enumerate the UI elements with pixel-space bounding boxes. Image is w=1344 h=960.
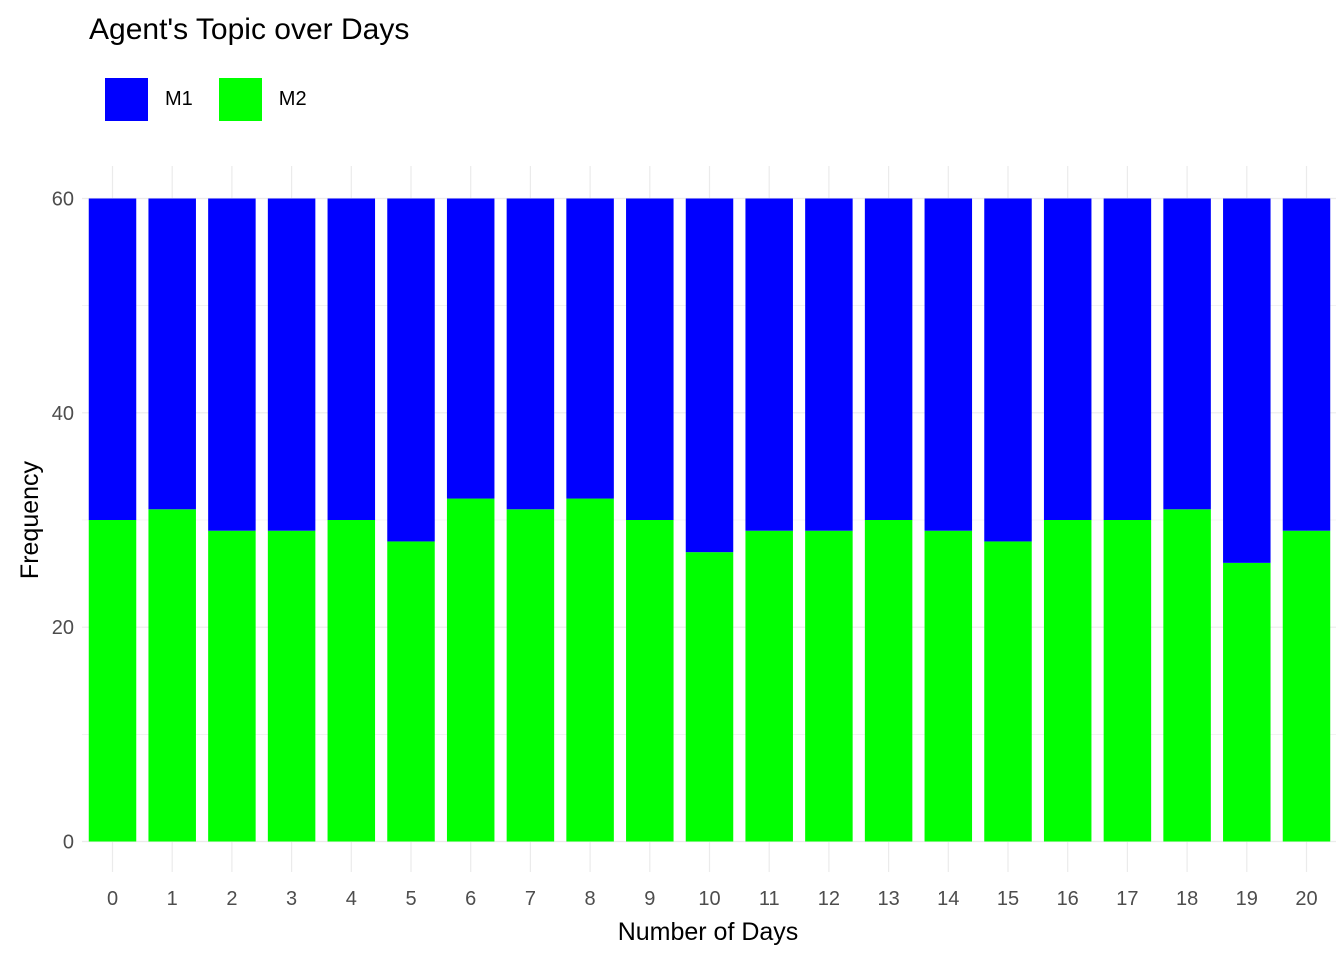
bar-m1-day-13: [864, 198, 913, 520]
bar-m2-day-6: [446, 498, 495, 842]
y-axis-title: Frequency: [16, 460, 44, 579]
bar-m1-day-4: [327, 198, 376, 520]
bar-m1-day-12: [805, 198, 853, 531]
x-tick-label: 7: [525, 888, 536, 910]
bar-m2-day-1: [148, 509, 196, 842]
x-tick-label: 3: [286, 888, 297, 910]
x-tick-label: 14: [937, 888, 959, 910]
chart-title: Agent's Topic over Days: [89, 13, 410, 46]
legend: M1 M2: [105, 78, 333, 121]
bar-m1-day-17: [1103, 198, 1152, 520]
bar-m2-day-0: [88, 520, 137, 842]
x-tick-label: 0: [107, 888, 118, 910]
bar-m2-day-8: [566, 498, 614, 842]
y-tick-label: 60: [52, 189, 74, 211]
x-tick-label: 9: [644, 888, 655, 910]
bar-m2-day-2: [208, 530, 256, 842]
bar-m2-day-16: [1043, 520, 1092, 842]
bar-m2-day-14: [924, 530, 973, 842]
bar-m1-day-20: [1282, 198, 1331, 531]
bar-m1-day-5: [387, 198, 435, 542]
bar-m1-day-9: [626, 198, 674, 520]
x-axis-ticks: 0 1 2 3 4 5 6 7 8 9 10 11 12 13 14 15 16 17 18 19 20: [107, 888, 1318, 910]
bar-m2-day-5: [387, 541, 435, 842]
bar-m1-day-8: [566, 198, 614, 499]
x-tick-label: 6: [465, 888, 476, 910]
y-tick-label: 40: [52, 403, 74, 425]
bar-m2-day-4: [327, 520, 376, 842]
bar-m2-day-15: [984, 541, 1032, 842]
bar-m2-day-9: [626, 520, 674, 842]
y-axis-ticks: 0 20 40 60: [52, 189, 74, 854]
bar-m1-day-15: [984, 198, 1032, 542]
bar-m1-day-0: [88, 198, 137, 520]
bar-m2-day-11: [745, 530, 793, 842]
x-tick-label: 2: [226, 888, 237, 910]
bar-m2-day-13: [864, 520, 913, 842]
y-tick-label: 20: [52, 617, 74, 639]
bars: [88, 198, 1331, 842]
bar-m2-day-12: [805, 530, 853, 842]
x-tick-label: 15: [997, 888, 1019, 910]
bar-m1-day-6: [446, 198, 495, 499]
bar-m1-day-3: [267, 198, 316, 531]
x-tick-label: 19: [1236, 888, 1258, 910]
bar-m2-day-19: [1223, 562, 1271, 842]
x-tick-label: 18: [1176, 888, 1198, 910]
bar-m1-day-1: [148, 198, 196, 510]
y-tick-label: 0: [63, 832, 74, 854]
x-tick-label: 10: [698, 888, 720, 910]
x-tick-label: 12: [818, 888, 840, 910]
x-tick-label: 13: [877, 888, 899, 910]
x-axis-title: Number of Days: [618, 918, 799, 946]
bar-m1-day-14: [924, 198, 973, 531]
bar-m2-day-10: [685, 552, 734, 842]
bar-m1-day-11: [745, 198, 793, 531]
bar-m1-day-2: [208, 198, 256, 531]
bar-m2-day-20: [1282, 530, 1331, 842]
x-tick-label: 11: [759, 888, 780, 910]
legend-label-m1: M1: [165, 88, 193, 110]
legend-item-m1: M1: [105, 78, 203, 121]
x-tick-label: 16: [1057, 888, 1079, 910]
x-tick-label: 5: [405, 888, 416, 910]
legend-key-m2: [218, 78, 262, 121]
bar-m1-day-19: [1223, 198, 1271, 563]
x-tick-label: 17: [1116, 888, 1138, 910]
bar-m2-day-18: [1163, 509, 1211, 842]
bar-m2-day-7: [506, 509, 555, 842]
x-tick-label: 20: [1295, 888, 1317, 910]
legend-key-m1: [105, 78, 148, 121]
bar-m2-day-17: [1103, 520, 1152, 842]
legend-label-m2: M2: [278, 88, 307, 110]
x-tick-label: 4: [346, 888, 357, 910]
bar-m1-day-18: [1163, 198, 1211, 510]
bar-m1-day-7: [506, 198, 555, 510]
bar-m2-day-3: [267, 530, 316, 842]
legend-item-m2: M2: [218, 78, 317, 121]
bar-m1-day-16: [1043, 198, 1092, 520]
x-tick-label: 1: [167, 888, 178, 910]
bar-m1-day-10: [685, 198, 734, 553]
x-tick-label: 8: [585, 888, 596, 910]
